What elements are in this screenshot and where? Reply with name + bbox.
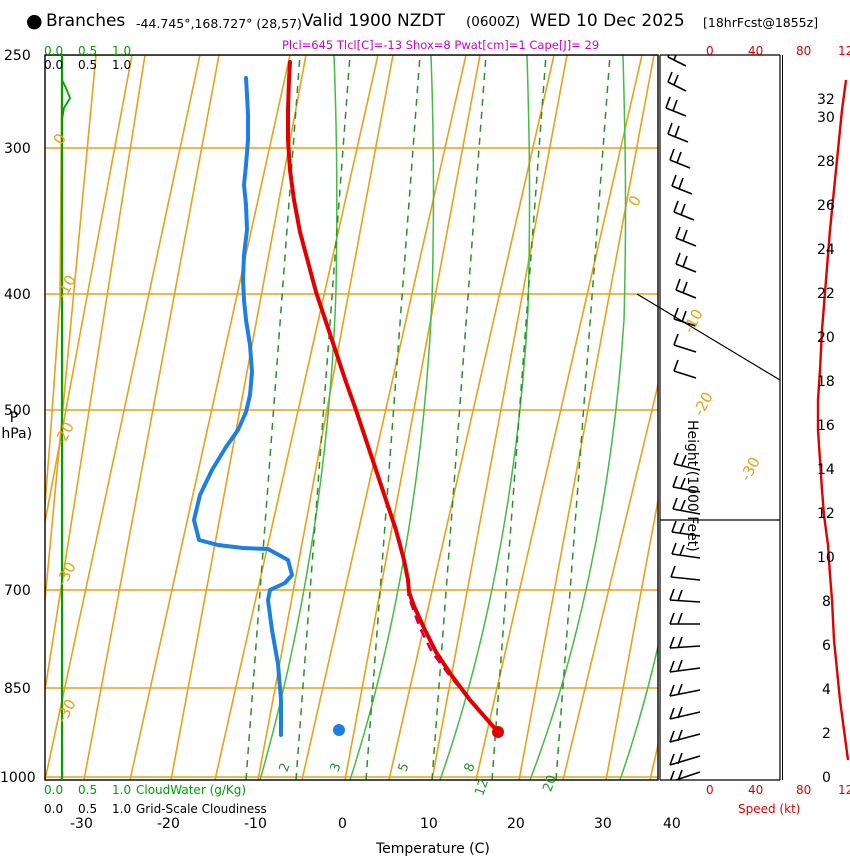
temp-tick-20: 20 (507, 816, 525, 832)
height-tick-18: 18 (817, 374, 835, 390)
y-axis-label-text: P (hPa) (0, 410, 33, 442)
cloudwater-label: CloudWater (g/Kg) (136, 783, 247, 797)
height-tick-0: 0 (822, 770, 831, 786)
height-tick-32: 32 (817, 92, 835, 108)
height-tick-16: 16 (817, 418, 835, 434)
surface-dewpoint-marker (333, 724, 345, 736)
cloudiness-bottom-05: 0.5 (78, 802, 98, 816)
speed-bottom-tick-40: 40 (748, 783, 764, 797)
height-tick-10: 10 (817, 550, 835, 566)
station-bullet-icon: ● (26, 10, 43, 32)
cloudiness-bottom-10: 1.0 (112, 802, 132, 816)
cloudwater-bottom-05: 0.5 (78, 783, 98, 797)
cloudwater-bottom-0: 0.0 (44, 783, 64, 797)
cloudiness-top-0: 0.0 (44, 58, 64, 72)
pressure-tick-1000: 1000 (0, 770, 36, 786)
temp-tick--20: -20 (157, 816, 180, 832)
surface-temperature-marker (492, 726, 504, 738)
height-tick-26: 26 (817, 198, 835, 214)
speed-top-tick-80: 80 (796, 44, 812, 58)
cloudwater-top-0: 0.0 (44, 44, 64, 58)
height-tick-22: 22 (817, 286, 835, 302)
height-tick-6: 6 (822, 638, 831, 654)
height-tick-30: 30 (817, 110, 835, 126)
temp-tick-0: 0 (338, 816, 347, 832)
station-coords: -44.745°,168.727° (28,57) (136, 16, 302, 31)
speed-top-tick-40: 40 (748, 44, 764, 58)
cloudwater-top-10: 1.0 (112, 44, 132, 58)
forecast-hour: [18hrFcst@1855z] (703, 15, 819, 30)
speed-bottom-tick-120: 120 (838, 783, 850, 797)
pressure-tick-300: 300 (4, 141, 31, 157)
cloudwater-top-05: 0.5 (78, 44, 98, 58)
height-tick-8: 8 (822, 594, 831, 610)
cloudwater-profile (61, 55, 72, 780)
valid-time: Valid 1900 NZDT (302, 11, 445, 31)
cloudiness-top-10: 1.0 (112, 58, 132, 72)
height-tick-4: 4 (822, 682, 831, 698)
cloudiness-top-05: 0.5 (78, 58, 98, 72)
temp-tick-40: 40 (663, 816, 681, 832)
pressure-tick-400: 400 (4, 287, 31, 303)
height-tick-14: 14 (817, 462, 835, 478)
dewpoint-profile (192, 76, 294, 737)
speed-bottom-tick-80: 80 (796, 783, 812, 797)
height-tick-24: 24 (817, 242, 835, 258)
height-tick-2: 2 (822, 726, 831, 742)
speed-top-tick-120: 120 (838, 44, 850, 58)
cloudiness-bottom-0: 0.0 (44, 802, 64, 816)
pressure-tick-250: 250 (4, 48, 31, 64)
speed-axis-label: Speed (kt) (738, 802, 801, 816)
speed-bottom-tick-0: 0 (706, 783, 714, 797)
speed-top-tick-0: 0 (706, 44, 714, 58)
temp-tick--10: -10 (244, 816, 267, 832)
pressure-tick-500: 500 (4, 403, 31, 419)
height-tick-28: 28 (817, 154, 835, 170)
height-profile (816, 79, 850, 761)
wind-barb-group (665, 55, 701, 780)
pressure-tick-700: 700 (4, 583, 31, 599)
sounding-params: Plcl=645 Tlcl[C]=-13 Shox=8 Pwat[cm]=1 C… (282, 38, 600, 52)
height-axis-label: Height (1000 Feet) (684, 420, 700, 552)
height-tick-12: 12 (817, 506, 835, 522)
station-name: Branches (46, 11, 126, 31)
cloudwater-bottom-10: 1.0 (112, 783, 132, 797)
temperature-profile (286, 60, 500, 734)
cloudiness-label: Grid-Scale Cloudiness (136, 802, 267, 816)
temp-tick--30: -30 (70, 816, 93, 832)
valid-time-utc: (0600Z) (466, 14, 521, 30)
height-tick-20: 20 (817, 330, 835, 346)
temp-tick-10: 10 (420, 816, 438, 832)
valid-date: WED 10 Dec 2025 (530, 11, 685, 31)
y-axis-label: P (hPa) (0, 410, 34, 442)
temp-tick-30: 30 (594, 816, 612, 832)
pressure-tick-850: 850 (4, 681, 31, 697)
x-axis-label: Temperature (C) (376, 841, 490, 857)
